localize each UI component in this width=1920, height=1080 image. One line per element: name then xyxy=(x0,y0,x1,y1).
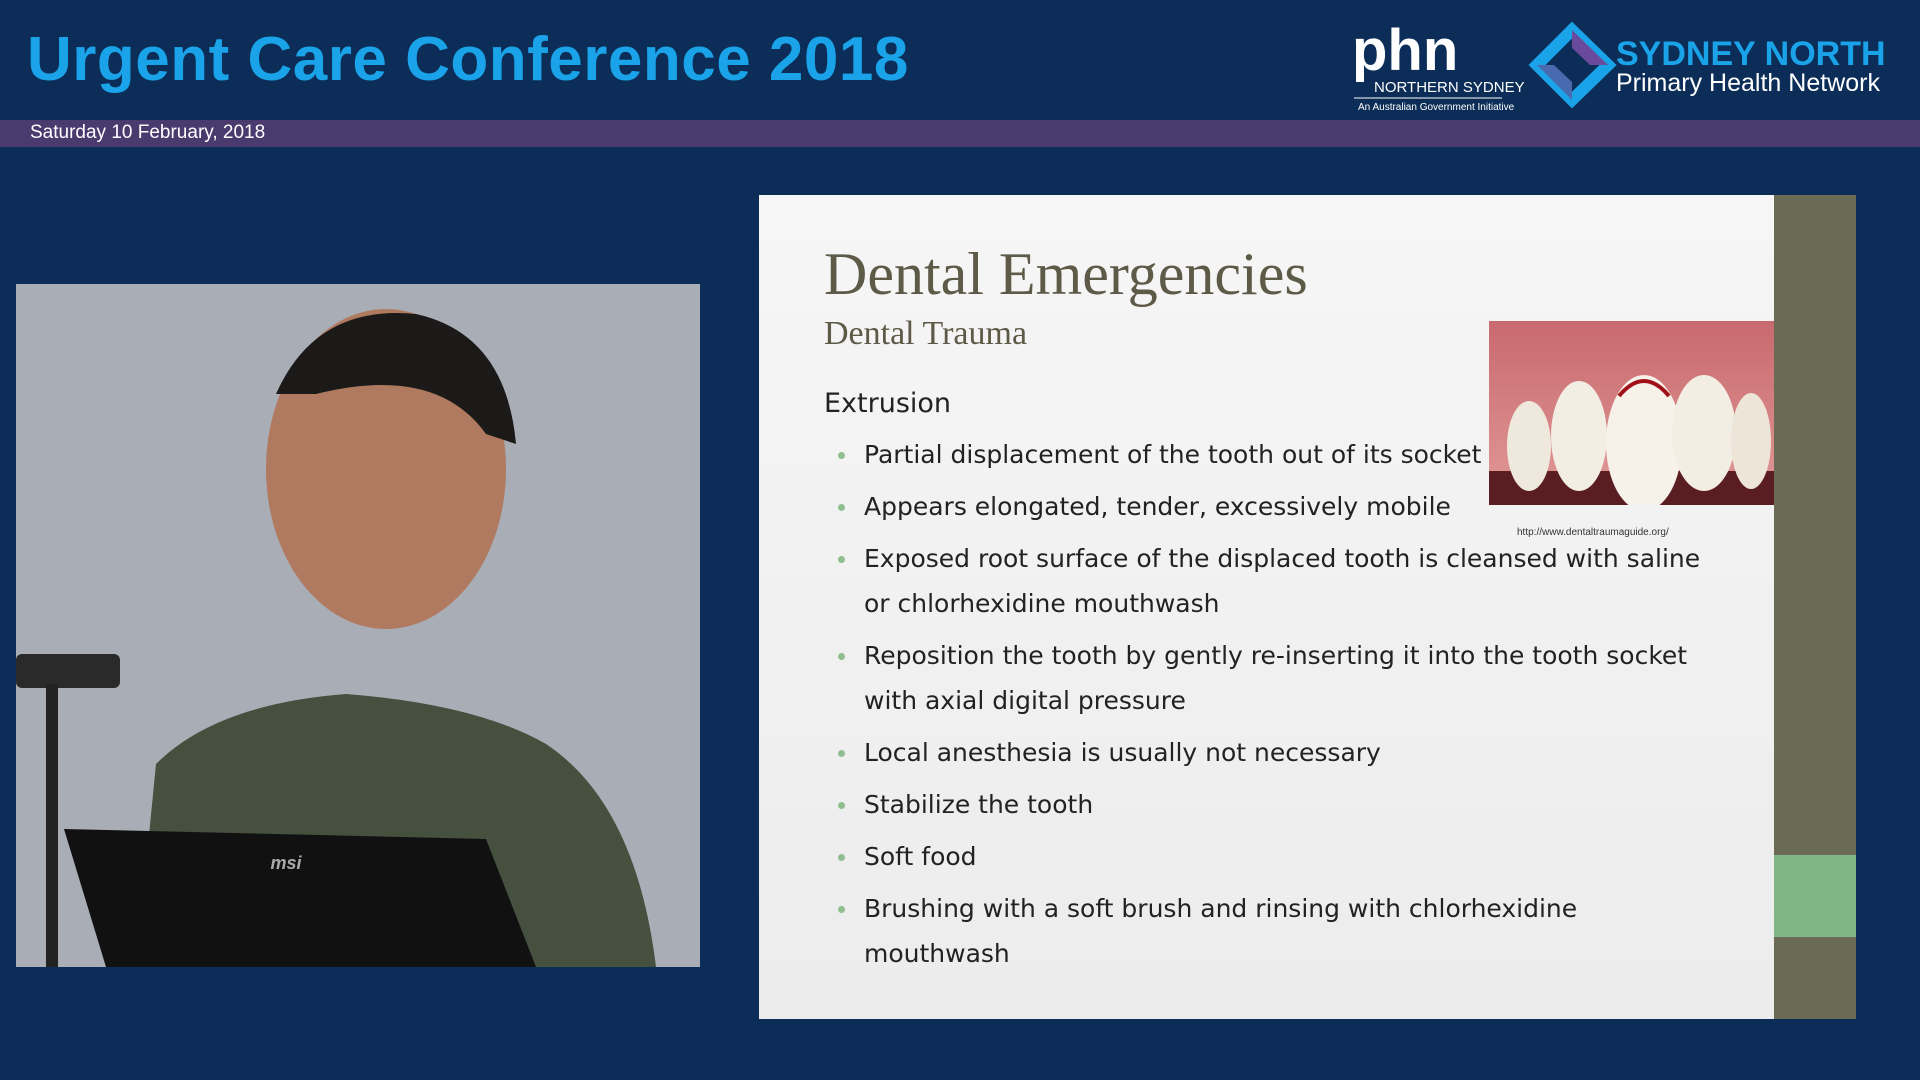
bullet: Brushing with a soft brush and rinsing w… xyxy=(838,886,1718,976)
image-credit: http://www.dentaltraumaguide.org/ xyxy=(1517,527,1669,538)
bullet: Soft food xyxy=(838,834,1718,879)
conference-title: Urgent Care Conference 2018 xyxy=(27,25,909,94)
phn-region: NORTHERN SYDNEY xyxy=(1374,79,1525,96)
phn-note: An Australian Government Initiative xyxy=(1358,102,1515,113)
slide-heading: Extrusion xyxy=(824,388,952,419)
bullet: Appears elongated, tender, excessively m… xyxy=(838,484,1718,529)
slide-accent xyxy=(1774,855,1856,937)
bullet-list: Partial displacement of the tooth out of… xyxy=(838,432,1718,983)
phn-logo: phn xyxy=(1352,18,1458,83)
speaker-hair xyxy=(276,313,516,444)
speaker-video: msi xyxy=(16,284,700,967)
date: Saturday 10 February, 2018 xyxy=(30,122,266,143)
laptop xyxy=(64,829,536,967)
slide-subtitle: Dental Trauma xyxy=(824,315,1028,352)
bullet: Exposed root surface of the displaced to… xyxy=(838,536,1718,626)
bullet: Local anesthesia is usually not necessar… xyxy=(838,730,1718,775)
network-name: SYDNEY NORTH xyxy=(1616,35,1886,73)
logos: phn NORTHERN SYDNEY An Australian Govern… xyxy=(1352,18,1886,113)
bullet: Partial displacement of the tooth out of… xyxy=(838,432,1718,477)
bullet: Reposition the tooth by gently re-insert… xyxy=(838,633,1718,723)
slide-title: Dental Emergencies xyxy=(824,241,1308,307)
bullet: Stabilize the tooth xyxy=(838,782,1718,827)
mic-stand xyxy=(46,684,58,967)
laptop-brand: msi xyxy=(270,853,302,873)
date-band xyxy=(0,120,1920,147)
microphone xyxy=(16,654,120,688)
network-subtitle: Primary Health Network xyxy=(1616,69,1880,97)
network-emblem xyxy=(1528,21,1617,109)
teeth-photo xyxy=(1489,321,1774,505)
